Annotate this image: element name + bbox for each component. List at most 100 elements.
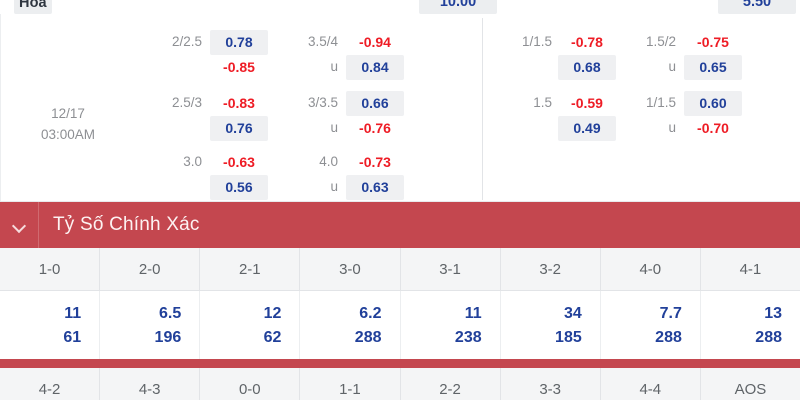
odds-value: -0.78	[571, 34, 603, 50]
score-header-cell[interactable]: 3-0	[300, 248, 401, 290]
under-prefix2-1: u	[668, 59, 676, 74]
score-header-cell[interactable]: 4-0	[601, 248, 701, 290]
score-odds-cell[interactable]: 7.7 288	[601, 291, 701, 359]
score-odds-top: 6.2	[359, 304, 382, 322]
score-header-cell[interactable]: 1-0	[0, 248, 101, 290]
score-header-cell[interactable]: 3-3	[501, 368, 601, 400]
score-odds-cell[interactable]: 11 61	[0, 291, 101, 359]
score-odds-row-1: 11 61 6.5 196 12 62 6.2 288 11 238 34 18…	[0, 291, 800, 359]
odds-value: 0.84	[346, 55, 404, 80]
handicap2-odds-2-top[interactable]: -0.59	[558, 91, 616, 116]
score-odds-top: 13	[764, 304, 782, 322]
overunder-odds-1-over[interactable]: -0.94	[346, 30, 404, 55]
handicap-odds-1-bottom[interactable]: -0.85	[210, 55, 268, 80]
under-prefix-1: u	[330, 59, 338, 74]
handicap2-line-1: 1/1.5	[521, 34, 552, 49]
odds-value: -0.83	[223, 95, 255, 111]
overunder2-line-1: 1.5/2	[645, 34, 676, 49]
overunder2-odds-1-under[interactable]: 0.65	[684, 55, 742, 80]
score-odds-bottom: 62	[263, 328, 282, 346]
score-header-cell[interactable]: 4-1	[739, 260, 762, 278]
handicap2-odds-1-bottom[interactable]: 0.68	[558, 55, 616, 80]
score-block-separator	[0, 359, 800, 368]
odds-panel: Hòa 10.00 5.50 12/17 03:00AM 2/2.5 0.78 …	[0, 0, 800, 202]
handicap-odds-3-top[interactable]: -0.63	[210, 150, 268, 175]
score-odds-cell[interactable]: 11 238	[401, 291, 501, 359]
handicap-odds-2-top[interactable]: -0.83	[210, 91, 268, 116]
score-header-cell[interactable]: 3-1	[401, 248, 501, 290]
score-header-cell[interactable]: 2-0	[100, 248, 201, 290]
overunder2-odds-2-under[interactable]: -0.70	[684, 116, 742, 141]
score-odds-top: 11	[464, 304, 482, 322]
overunder-line-2: 3/3.5	[307, 95, 338, 110]
handicap-odds-1-top[interactable]: 0.78	[210, 30, 268, 55]
draw-label: Hòa	[14, 0, 52, 14]
odds-value: 0.49	[558, 116, 616, 141]
score-odds-cell[interactable]: 6.5 196	[100, 291, 201, 359]
correct-score-block-2: 4-2 4-3 0-0 1-1 2-2 3-3 4-4 AOS	[0, 368, 800, 400]
overunder-line-1: 3.5/4	[307, 34, 338, 49]
handicap-line-3: 3.0	[183, 154, 202, 169]
score-header-cell[interactable]: AOS	[734, 380, 767, 398]
score-odds-top: 6.5	[159, 304, 182, 322]
collapse-toggle[interactable]	[0, 202, 39, 248]
under-prefix-3: u	[330, 179, 338, 194]
score-odds-top: 34	[563, 304, 582, 322]
score-odds-cell[interactable]: 12 62	[200, 291, 301, 359]
handicap2-odds-1-top[interactable]: -0.78	[558, 30, 616, 55]
score-odds-cell[interactable]: 6.2 288	[300, 291, 401, 359]
score-odds-bottom: 238	[454, 328, 482, 346]
score-odds-bottom: 61	[63, 328, 82, 346]
correct-score-section-header[interactable]: Tỷ Số Chính Xác	[0, 202, 800, 248]
score-odds-cell[interactable]: 13 288	[701, 291, 800, 359]
correct-score-block-1: 1-0 2-0 2-1 3-0 3-1 3-2 4-0 4-1 11 61 6.…	[0, 248, 800, 359]
panel-left-edge	[0, 14, 1, 202]
overunder-odds-2-under[interactable]: -0.76	[346, 116, 404, 141]
chevron-down-icon	[13, 219, 26, 232]
score-header-cell[interactable]: 3-2	[501, 248, 601, 290]
odds-value: -0.76	[359, 120, 391, 136]
score-header-cell[interactable]: 2-1	[200, 248, 301, 290]
odds-value: 0.60	[684, 91, 742, 116]
handicap2-line-2: 1.5	[533, 95, 552, 110]
match-time: 03:00AM	[40, 127, 96, 142]
handicap-line-1: 2/2.5	[171, 34, 202, 49]
score-odds-bottom: 185	[555, 328, 582, 346]
overunder-odds-1-under[interactable]: 0.84	[346, 55, 404, 80]
odds-value: -0.94	[359, 34, 391, 50]
overunder-odds-3-over[interactable]: -0.73	[346, 150, 404, 175]
handicap2-odds-2-bottom[interactable]: 0.49	[558, 116, 616, 141]
score-odds-cell[interactable]: 34 185	[501, 291, 601, 359]
odds-value: -0.85	[223, 59, 255, 75]
score-header-cell[interactable]: 4-3	[100, 368, 201, 400]
score-header-cell[interactable]: 2-2	[401, 368, 501, 400]
odds-value: -0.73	[359, 154, 391, 170]
panel-bottom-edge	[0, 201, 800, 202]
score-header-row-2: 4-2 4-3 0-0 1-1 2-2 3-3 4-4 AOS	[0, 368, 800, 400]
score-header-cell[interactable]: 4-4	[601, 368, 701, 400]
draw-odds-chip-1[interactable]: 10.00	[419, 0, 497, 14]
overunder-odds-2-over[interactable]: 0.66	[346, 91, 404, 116]
handicap-line-2: 2.5/3	[171, 95, 202, 110]
odds-value: -0.75	[697, 34, 729, 50]
odds-value: 0.63	[346, 175, 404, 200]
score-header-cell[interactable]: 1-1	[300, 368, 401, 400]
score-odds-top: 12	[263, 304, 282, 322]
score-header-cell[interactable]: 0-0	[200, 368, 301, 400]
score-odds-bottom: 288	[755, 328, 782, 346]
handicap-odds-2-bottom[interactable]: 0.76	[210, 116, 268, 141]
odds-value: 0.66	[346, 91, 404, 116]
score-odds-bottom: 288	[354, 328, 382, 346]
draw-odds-chip-2[interactable]: 5.50	[718, 0, 796, 14]
score-header-cell[interactable]: 4-2	[0, 368, 101, 400]
panel-vertical-divider	[482, 18, 483, 200]
overunder-odds-3-under[interactable]: 0.63	[346, 175, 404, 200]
score-header-row-1: 1-0 2-0 2-1 3-0 3-1 3-2 4-0 4-1	[0, 248, 800, 291]
match-datetime: 12/17 03:00AM	[22, 103, 114, 145]
overunder2-odds-2-over[interactable]: 0.60	[684, 91, 742, 116]
handicap-odds-3-bottom[interactable]: 0.56	[210, 175, 268, 200]
overunder2-odds-1-over[interactable]: -0.75	[684, 30, 742, 55]
odds-value: -0.63	[223, 154, 255, 170]
odds-value: 0.56	[210, 175, 268, 200]
